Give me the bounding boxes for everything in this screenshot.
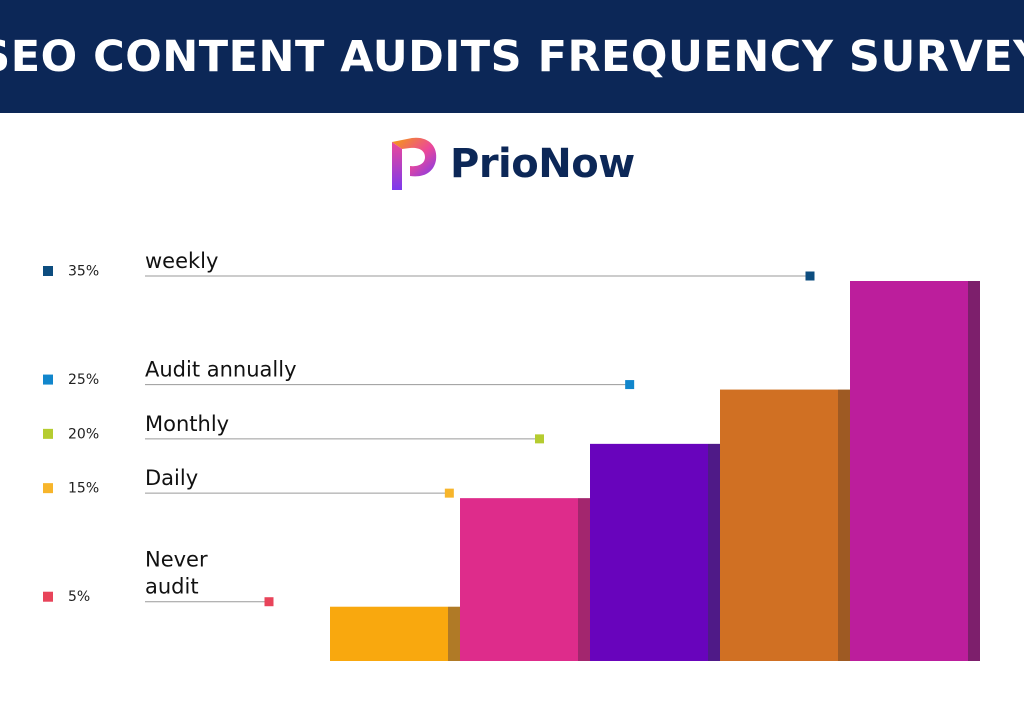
leader-marker-audit-annually — [625, 380, 635, 390]
leader-marker-never-audit — [264, 597, 274, 607]
header-banner: SEO CONTENT AUDITS FREQUENCY SURVEY — [0, 0, 1024, 113]
value-label-daily: 15% — [68, 481, 99, 497]
bar-daily — [460, 498, 578, 661]
bar-audit-annually — [720, 389, 838, 661]
prionow-logo-icon — [392, 137, 437, 190]
category-label-daily: Daily — [145, 466, 198, 490]
legend-marker-audit-annually — [43, 374, 53, 385]
value-label-never-audit: 5% — [68, 589, 90, 605]
bar-side-weekly — [968, 281, 980, 661]
page-title: SEO CONTENT AUDITS FREQUENCY SURVEY — [0, 31, 1024, 82]
legend-marker-monthly — [43, 428, 53, 439]
category-label-never-audit-2: audit — [145, 575, 199, 599]
legend-marker-never-audit — [43, 591, 53, 602]
legend-marker-weekly — [43, 266, 53, 276]
legend-marker-daily — [43, 483, 53, 494]
brand-name: PrioNow — [450, 141, 635, 187]
bar-never-audit — [330, 606, 448, 661]
category-label-audit-annually: Audit annually — [145, 358, 297, 382]
leader-marker-daily — [444, 488, 454, 498]
bar-side-audit-annually — [838, 389, 850, 661]
category-label-never-audit-1: Never — [145, 548, 208, 572]
leader-marker-monthly — [535, 434, 544, 444]
bar-monthly — [590, 443, 708, 661]
labels-layer: 5% Never audit 15% Daily 20% Monthly 25% Audit a… — [43, 249, 815, 607]
category-label-monthly: Monthly — [145, 412, 229, 436]
brand: PrioNow — [388, 136, 635, 192]
bar-side-monthly — [708, 443, 720, 661]
category-label-weekly: weekly — [145, 249, 218, 273]
bar-weekly — [850, 281, 968, 661]
bar-side-daily — [578, 498, 590, 661]
leader-marker-weekly — [805, 271, 815, 281]
bars-layer — [330, 281, 980, 661]
value-label-monthly: 20% — [68, 426, 99, 442]
value-label-weekly: 35% — [68, 264, 99, 280]
bar-side-never-audit — [448, 606, 460, 661]
value-label-audit-annually: 25% — [68, 372, 99, 388]
